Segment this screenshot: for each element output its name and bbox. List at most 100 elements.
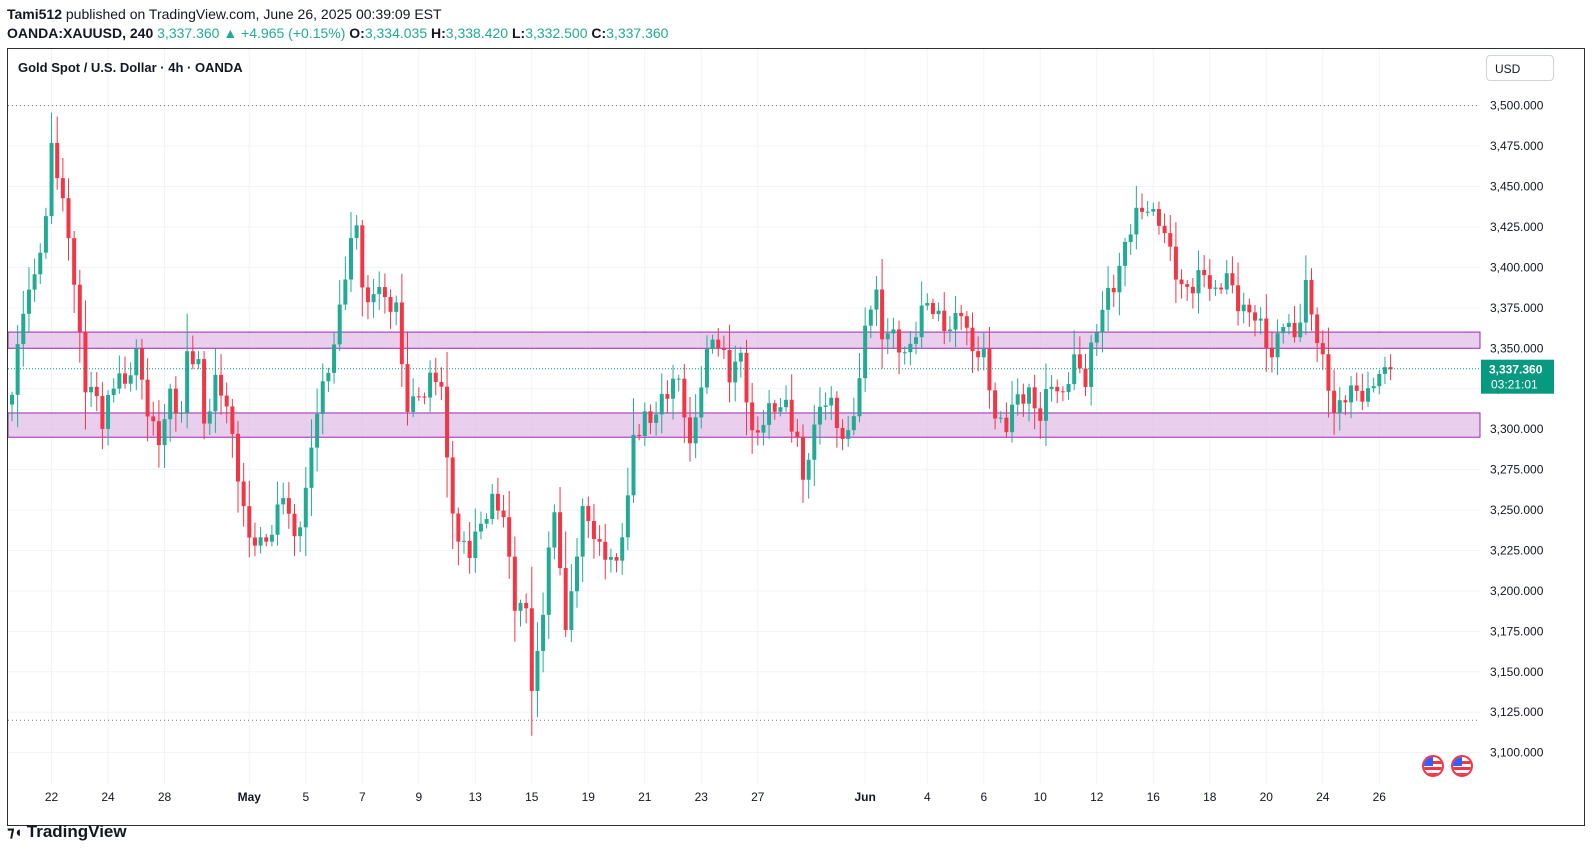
high-value: 3,338.420	[445, 25, 509, 41]
candle	[388, 296, 393, 312]
candle	[399, 302, 404, 365]
candle	[1332, 390, 1337, 414]
candle	[190, 351, 195, 365]
candle	[1134, 207, 1139, 235]
candle	[1366, 388, 1370, 402]
candle	[1162, 225, 1167, 234]
tradingview-brand[interactable]: ⁊◖ TradingView	[7, 822, 127, 842]
candle	[382, 287, 387, 297]
candle	[1360, 390, 1365, 402]
candle	[168, 388, 173, 420]
us-flag-icon[interactable]	[1451, 755, 1473, 777]
y-tick-label: 3,475.000	[1490, 139, 1544, 153]
x-tick-label: 16	[1147, 790, 1161, 804]
x-tick-label: 20	[1260, 790, 1274, 804]
candle	[224, 395, 229, 407]
y-tick-label: 3,425.000	[1490, 220, 1544, 234]
candle	[608, 557, 613, 560]
candle	[840, 427, 845, 439]
candle	[1354, 385, 1359, 391]
candle	[354, 225, 359, 239]
us-flag-icon[interactable]	[1422, 755, 1444, 777]
candle	[1343, 400, 1348, 403]
y-tick-label: 3,100.000	[1490, 746, 1544, 760]
author-name[interactable]: Tami512	[7, 6, 62, 22]
candle	[1004, 417, 1009, 433]
candle	[823, 405, 828, 407]
candle	[586, 506, 591, 522]
candle	[1151, 209, 1156, 212]
candle	[603, 541, 608, 560]
candle	[462, 540, 466, 542]
candle	[123, 373, 127, 384]
close-label: C:	[591, 25, 607, 41]
candle	[1241, 304, 1246, 312]
candle	[139, 348, 144, 380]
candle	[1320, 343, 1325, 355]
candle	[292, 513, 297, 537]
candle	[665, 394, 670, 399]
y-tick-label: 3,375.000	[1490, 301, 1544, 315]
chart-title: Gold Spot / U.S. Dollar · 4h · OANDA	[18, 60, 243, 75]
candle	[495, 493, 500, 511]
candle	[784, 399, 789, 408]
candle	[349, 238, 353, 280]
candle	[1077, 354, 1082, 369]
candle	[83, 331, 88, 393]
change-value: ▲ +4.965 (+0.15%)	[223, 25, 346, 41]
candle	[1303, 279, 1308, 323]
candle	[541, 614, 546, 651]
candle	[55, 142, 60, 179]
candle	[993, 390, 998, 419]
candle	[377, 287, 382, 295]
ohlc-legend: OANDA:XAUUSD, 240 3,337.360 ▲ +4.965 (+0…	[7, 25, 668, 41]
y-tick-label: 3,300.000	[1490, 422, 1544, 436]
candle	[897, 329, 902, 353]
low-value: 3,332.500	[525, 25, 588, 41]
candle	[371, 294, 376, 303]
candle	[625, 495, 630, 538]
candle	[976, 351, 981, 358]
candle	[10, 394, 14, 405]
candle	[733, 361, 738, 383]
candle	[422, 396, 427, 398]
symbol-label[interactable]: OANDA:XAUUSD, 240	[7, 25, 154, 41]
candle	[704, 348, 709, 388]
x-tick-label: 4	[924, 790, 931, 804]
candle	[60, 178, 65, 199]
candle	[1123, 241, 1128, 266]
y-tick-label: 3,125.000	[1490, 705, 1544, 719]
candle	[857, 378, 862, 417]
candle	[77, 284, 82, 332]
candlestick-series	[10, 112, 1393, 736]
x-tick-label: 23	[695, 790, 709, 804]
y-tick-label: 3,150.000	[1490, 665, 1544, 679]
candle	[908, 343, 913, 353]
currency-selector[interactable]: USD	[1486, 55, 1554, 81]
candle	[394, 302, 399, 312]
candle	[185, 351, 190, 413]
candle	[1117, 265, 1122, 293]
candle	[258, 537, 263, 546]
candle	[151, 416, 156, 422]
candle	[275, 504, 280, 535]
x-tick-label: 21	[638, 790, 652, 804]
publish-info: published on TradingView.com, June 26, 2…	[65, 6, 442, 22]
last-price-value: 3,337.360	[157, 25, 220, 41]
price-chart[interactable]: 3,100.000 3,125.000 3,150.000 3,175.000 3,20…	[8, 49, 1584, 825]
candle	[241, 481, 246, 507]
candle	[868, 309, 873, 326]
candle	[817, 406, 822, 425]
candle	[1066, 384, 1071, 393]
candle	[207, 411, 212, 424]
x-tick-label: Jun	[854, 790, 875, 804]
candle	[942, 310, 947, 331]
candle	[365, 287, 370, 303]
candle	[281, 498, 286, 505]
candle	[106, 394, 111, 429]
candle	[145, 379, 150, 417]
candle	[343, 279, 348, 305]
candle	[507, 517, 512, 557]
last-price-badge	[1481, 359, 1554, 394]
candle	[1207, 275, 1212, 289]
